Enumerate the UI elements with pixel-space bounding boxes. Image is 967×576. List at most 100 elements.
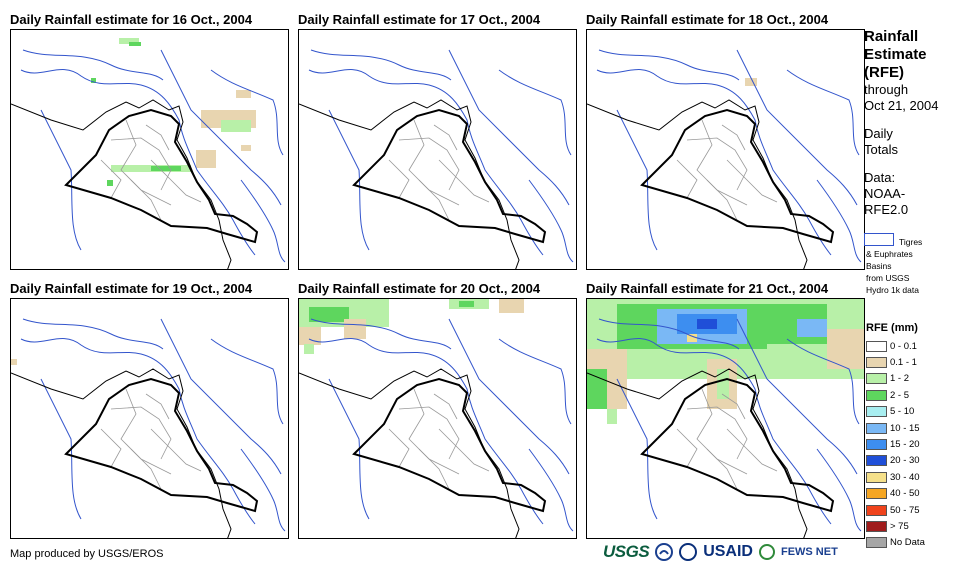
basin-boundary	[40, 109, 82, 251]
province-boundary	[145, 393, 170, 420]
rfe-legend-row: 50 - 75	[866, 502, 925, 518]
rainfall-area	[344, 319, 366, 339]
country-boundary-iraq	[64, 108, 259, 244]
rainfall-area	[241, 145, 251, 151]
basin-legend-line-1: Tigres	[899, 237, 923, 247]
basin-boundary	[816, 179, 862, 263]
rfe-legend-swatch	[866, 389, 887, 401]
rfe-legend-row: 0 - 0.1	[866, 338, 925, 354]
basin-boundary	[22, 49, 164, 81]
province-boundary	[100, 159, 122, 199]
rfe-legend-swatch	[866, 340, 887, 352]
map-graphic	[11, 318, 286, 538]
province-boundary	[150, 159, 202, 203]
basin-boundary	[20, 338, 256, 525]
rfe-legend-row: 15 - 20	[866, 436, 925, 452]
rainfall-area	[304, 344, 314, 354]
rfe-legend-title: RFE (mm)	[866, 322, 918, 334]
basin-boundary	[598, 49, 740, 81]
rainfall-area	[91, 78, 96, 83]
rfe-legend-label: 20 - 30	[890, 455, 920, 467]
basin-boundary	[736, 318, 858, 475]
panel-title-18oct: Daily Rainfall estimate for 18 Oct., 200…	[586, 12, 829, 27]
basin-boundary	[528, 179, 574, 263]
map-panel-17oct	[298, 29, 577, 270]
rfe-legend-label: 15 - 20	[890, 439, 920, 451]
basin-boundary	[328, 378, 370, 520]
province-boundary	[408, 119, 460, 206]
province-boundary	[388, 159, 410, 199]
through-date: Oct 21, 2004	[864, 98, 939, 113]
noaa-logo	[655, 543, 674, 561]
basin-boundary	[736, 49, 858, 206]
rfe-legend-label: 1 - 2	[890, 373, 910, 385]
panel-title-17oct: Daily Rainfall estimate for 17 Oct., 200…	[298, 12, 541, 27]
rainfall-area	[747, 354, 787, 374]
province-boundary	[706, 179, 738, 221]
rfe-legend-label: 10 - 15	[890, 422, 920, 434]
basin-boundary	[616, 109, 658, 251]
rfe-legend-row: No Data	[866, 535, 925, 551]
rainfall-area	[221, 120, 251, 132]
basin-boundary	[448, 49, 570, 206]
rfe-legend-label: 40 - 50	[890, 488, 920, 500]
province-boundary	[145, 124, 170, 151]
basin-boundary	[498, 69, 572, 156]
basin-boundary	[310, 318, 452, 350]
data-label-2: NOAA-	[864, 186, 906, 201]
rainfall-area	[119, 38, 139, 44]
map-panel-21oct	[586, 298, 865, 539]
panel-title-16oct: Daily Rainfall estimate for 16 Oct., 200…	[10, 12, 253, 27]
basin-boundary	[210, 69, 284, 156]
rfe-legend-label: No Data	[890, 537, 925, 549]
rainfall-area	[11, 359, 17, 365]
province-boundary	[100, 428, 122, 468]
basin-boundary	[598, 318, 740, 350]
basin-boundary	[20, 69, 256, 256]
rfe-legend-label: 0.1 - 1	[890, 357, 917, 369]
province-boundary	[726, 159, 778, 203]
basin-boundary	[308, 338, 544, 525]
usaid-seal-icon	[679, 543, 698, 561]
basin-boundary	[160, 49, 282, 206]
province-boundary	[130, 448, 162, 490]
province-boundary	[696, 119, 748, 206]
basin-boundary	[308, 69, 544, 256]
basin-boundary	[210, 338, 284, 425]
basin-legend-line-4: from USGS	[866, 273, 910, 283]
rfe-legend: 0 - 0.1 0.1 - 1 1 - 2 2 - 5 5 - 10 10 - 15 15 …	[866, 338, 925, 551]
country-boundary	[299, 99, 520, 269]
rfe-legend-swatch	[866, 520, 887, 532]
rfe-legend-swatch	[866, 488, 887, 500]
rfe-legend-row: 5 - 10	[866, 404, 925, 420]
rfe-legend-swatch	[866, 439, 887, 451]
country-boundary-iraq	[352, 377, 547, 513]
province-boundary	[120, 119, 172, 206]
basin-boundary	[240, 448, 286, 532]
basin-legend-text: Tigres & Euphrates Basins from USGS Hydr…	[866, 236, 966, 296]
rainfall-area	[309, 307, 349, 322]
rainfall-area	[687, 334, 697, 342]
fews-net-logo: FEWS NET	[780, 546, 838, 558]
rfe-legend-swatch	[866, 422, 887, 434]
country-boundary-iraq	[640, 108, 835, 244]
province-boundary	[676, 159, 698, 199]
rainfall-area	[607, 409, 617, 424]
basin-boundary	[498, 338, 572, 425]
country-boundary	[587, 368, 808, 538]
fews-net-icon	[758, 544, 775, 560]
rfe-legend-row: 40 - 50	[866, 486, 925, 502]
rainfall-area	[745, 78, 757, 86]
rfe-legend-row: 0.1 - 1	[866, 354, 925, 370]
map-credit: Map produced by USGS/EROS	[10, 548, 164, 560]
province-boundary	[130, 179, 162, 221]
country-boundary	[11, 99, 232, 269]
basin-legend-line-5: Hydro 1k data	[866, 285, 919, 295]
legend-title-line-2: Estimate	[864, 46, 927, 63]
basin-boundary	[328, 109, 370, 251]
country-boundary	[587, 99, 808, 269]
basin-boundary	[616, 378, 658, 520]
rfe-legend-row: 10 - 15	[866, 420, 925, 436]
rfe-legend-swatch	[866, 504, 887, 516]
country-boundary-iraq	[64, 377, 259, 513]
